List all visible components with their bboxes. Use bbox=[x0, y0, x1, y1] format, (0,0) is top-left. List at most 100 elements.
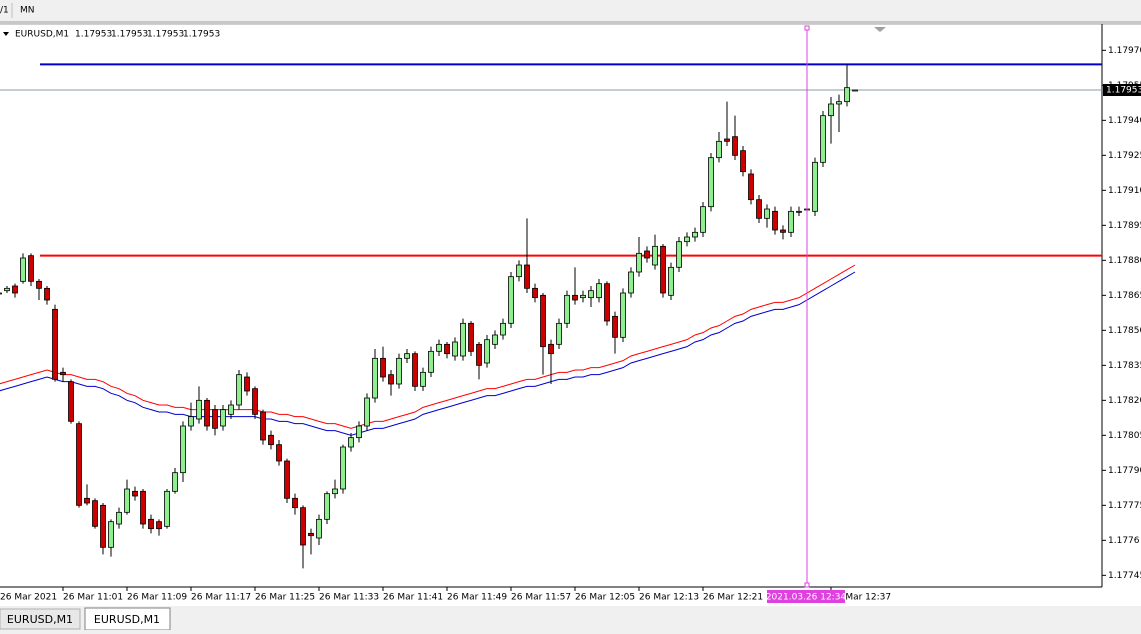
candle-body bbox=[572, 294, 578, 301]
candle-body bbox=[292, 497, 298, 509]
candle-body bbox=[828, 103, 834, 117]
candle-body bbox=[44, 287, 50, 301]
chart-tab-label[interactable]: EURUSD,M1 bbox=[94, 613, 160, 626]
candle-body bbox=[420, 371, 426, 387]
candle-body bbox=[0, 292, 2, 295]
x-tick-label: 26 Mar 11:01 bbox=[63, 593, 123, 603]
candle-body bbox=[332, 488, 338, 495]
candle-body bbox=[444, 343, 450, 355]
candle-body bbox=[236, 374, 242, 406]
x-tick-label: 26 Mar 11:17 bbox=[191, 593, 251, 603]
ohlc-value: 1.17953 bbox=[111, 30, 148, 40]
candle-body bbox=[700, 206, 706, 233]
candle-body bbox=[180, 425, 186, 474]
candle-body bbox=[636, 252, 642, 273]
candle-body bbox=[644, 250, 650, 259]
crosshair-time-box bbox=[767, 590, 845, 603]
candle-body bbox=[68, 381, 74, 422]
candle-body bbox=[524, 264, 530, 289]
candle-body bbox=[196, 399, 202, 420]
y-tick-label: 1.17820 bbox=[1108, 396, 1141, 406]
candle-body bbox=[204, 399, 210, 427]
crosshair-handle[interactable] bbox=[804, 25, 810, 31]
candle-body bbox=[260, 411, 266, 441]
x-tick-label: 26 Mar 11:49 bbox=[447, 593, 507, 603]
candle-body bbox=[84, 497, 90, 504]
candle-body bbox=[652, 245, 658, 266]
chart-tab-label[interactable]: EURUSD,M1 bbox=[7, 613, 73, 626]
candle-body bbox=[612, 315, 618, 338]
candle-body bbox=[228, 404, 234, 415]
candle-body bbox=[108, 521, 114, 548]
candle-body bbox=[428, 350, 434, 373]
collapse-icon[interactable] bbox=[3, 32, 9, 36]
candle-body bbox=[132, 490, 138, 497]
candle-body bbox=[220, 409, 226, 427]
y-tick-label: 1.17865 bbox=[1108, 291, 1141, 301]
candle-body bbox=[404, 353, 410, 359]
candle-body bbox=[564, 294, 570, 324]
candle-body bbox=[92, 500, 98, 527]
ohlc-value: 1.17953 bbox=[75, 30, 112, 40]
x-tick-label: 26 Mar 11:33 bbox=[319, 593, 379, 603]
candle-body bbox=[276, 444, 282, 462]
candle-body bbox=[732, 136, 738, 156]
candle-body bbox=[396, 357, 402, 385]
y-tick-label: 1.17910 bbox=[1108, 186, 1141, 196]
y-tick-label: 1.17895 bbox=[1108, 221, 1141, 231]
timeframe-button[interactable]: /1 bbox=[0, 6, 9, 16]
y-tick-label: 1.17775 bbox=[1108, 501, 1141, 511]
candle-body bbox=[484, 339, 490, 364]
x-tick-label: 26 Mar 11:09 bbox=[127, 593, 187, 603]
candle-body bbox=[724, 138, 730, 142]
candle-body bbox=[372, 357, 378, 399]
candle-body bbox=[140, 490, 146, 525]
candle-body bbox=[532, 287, 538, 299]
candle-body bbox=[100, 504, 106, 548]
chart-window bbox=[0, 24, 1141, 606]
candle-body bbox=[76, 423, 82, 506]
y-tick-label: 1.17880 bbox=[1108, 256, 1141, 266]
candle-body bbox=[476, 343, 482, 366]
x-tick-label: 26 Mar 11:25 bbox=[255, 593, 315, 603]
crosshair-handle[interactable] bbox=[804, 582, 810, 588]
candle-body bbox=[668, 266, 674, 296]
time-labels: 26 Mar 2021 26 Mar 11:01 26 Mar 11:09 26 Ma… bbox=[0, 587, 891, 603]
candle-body bbox=[356, 425, 362, 439]
candle-body bbox=[284, 460, 290, 499]
candle-body bbox=[548, 343, 554, 355]
candle-body bbox=[692, 231, 698, 238]
candle-body bbox=[756, 199, 762, 219]
candle-body bbox=[540, 294, 546, 348]
x-tick-label: 26 Mar 12:21 bbox=[703, 593, 763, 603]
candle-body bbox=[676, 241, 682, 268]
candle-body bbox=[324, 493, 330, 520]
candle-body bbox=[460, 322, 466, 357]
candle-body bbox=[772, 210, 778, 231]
candle-body bbox=[172, 472, 178, 492]
candle-body bbox=[28, 255, 34, 282]
x-tick-label: 26 Mar 2021 bbox=[0, 593, 57, 603]
candle-body bbox=[508, 276, 514, 324]
candle-body bbox=[156, 521, 162, 530]
candle-body bbox=[788, 210, 794, 233]
y-tick-label: 1.17850 bbox=[1108, 326, 1141, 336]
candle-body bbox=[212, 409, 218, 429]
x-tick-label: 26 Mar 11:57 bbox=[511, 593, 571, 603]
chart-tab[interactable] bbox=[0, 608, 81, 630]
candle-body bbox=[620, 292, 626, 338]
candle-body bbox=[716, 140, 722, 159]
timeframe-button[interactable]: MN bbox=[20, 6, 35, 16]
y-tick-label: 1.17745 bbox=[1108, 571, 1141, 581]
last-price-box bbox=[1103, 84, 1141, 96]
candle-body bbox=[852, 89, 858, 92]
candle-body bbox=[660, 245, 666, 294]
chart-shift-marker bbox=[874, 27, 886, 32]
candle-body bbox=[780, 229, 786, 233]
candle-body bbox=[556, 322, 562, 345]
candle-body bbox=[244, 376, 250, 392]
x-tick-label: 26 Mar 12:13 bbox=[639, 593, 699, 603]
candle-body bbox=[116, 511, 122, 525]
